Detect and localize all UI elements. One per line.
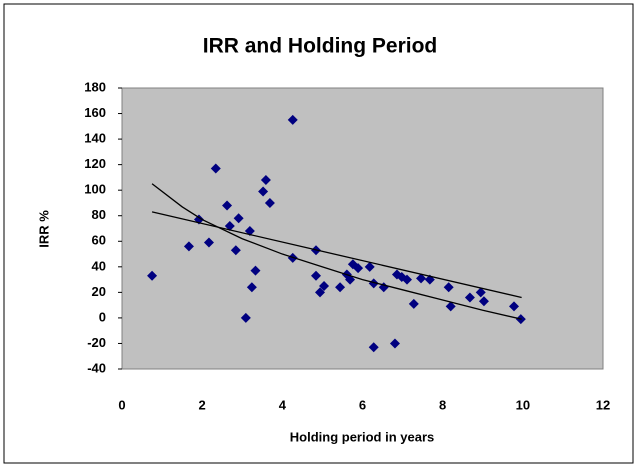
point	[319, 280, 330, 291]
trendline	[151, 211, 522, 299]
point	[408, 298, 419, 309]
point	[258, 186, 269, 197]
point	[353, 263, 364, 274]
chart-title: IRR and Holding Period	[203, 35, 438, 58]
point	[224, 220, 235, 231]
point	[315, 287, 326, 298]
x-tick-label: 0	[118, 397, 125, 412]
point	[183, 241, 194, 252]
x-tick-label: 4	[279, 397, 287, 412]
x-tick-label: 8	[439, 397, 446, 412]
point	[264, 197, 275, 208]
x-tick-label: 10	[516, 397, 530, 412]
point	[464, 292, 475, 303]
x-tick-label: 12	[596, 397, 610, 412]
y-tick-label: 140	[84, 131, 106, 146]
y-tick-label: -40	[87, 360, 106, 375]
trendline	[151, 183, 522, 320]
point	[250, 265, 261, 276]
point	[147, 270, 158, 281]
x-tick-label: 6	[359, 397, 366, 412]
y-tick-label: 160	[84, 105, 106, 120]
y-tick-label: 40	[92, 258, 106, 273]
point	[443, 282, 454, 293]
point	[230, 245, 241, 256]
y-tick-label: 60	[92, 233, 106, 248]
plot-area	[121, 87, 604, 370]
point	[416, 273, 427, 284]
point	[335, 282, 346, 293]
point	[368, 342, 379, 353]
point	[260, 174, 271, 185]
point	[475, 287, 486, 298]
y-tick-label: 100	[84, 182, 106, 197]
y-tick-label: 0	[99, 309, 106, 324]
point	[401, 274, 412, 285]
point	[203, 237, 214, 248]
point	[445, 301, 456, 312]
x-axis-label: Holding period in years	[290, 429, 434, 444]
point	[478, 296, 489, 307]
y-tick-label: 180	[84, 79, 106, 94]
point	[368, 278, 379, 289]
y-tick-label: 20	[92, 284, 106, 299]
y-tick-label: 120	[84, 156, 106, 171]
point	[240, 312, 251, 323]
point	[222, 200, 233, 211]
point	[364, 261, 375, 272]
x-tick-label: 2	[199, 397, 206, 412]
point	[509, 301, 520, 312]
point	[233, 213, 244, 224]
y-tick-label: -20	[87, 335, 106, 350]
y-axis-label: IRR %	[36, 210, 51, 248]
point	[389, 338, 400, 349]
point	[311, 270, 322, 281]
y-tick-label: 80	[92, 207, 106, 222]
point	[246, 282, 257, 293]
point	[210, 163, 221, 174]
point	[287, 114, 298, 125]
